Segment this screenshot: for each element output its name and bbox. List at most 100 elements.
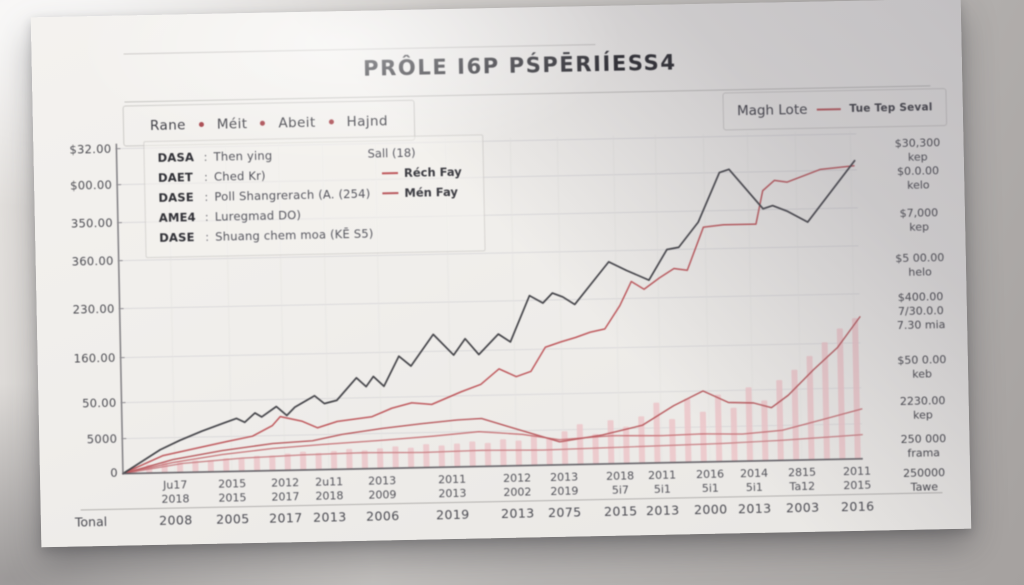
x-axis-label-line: 2017: [271, 490, 300, 504]
x-axis-label-line: 2013: [368, 474, 397, 488]
bar: [484, 442, 492, 467]
x-axis-year: 2075: [547, 504, 582, 521]
page-title: PRÔLE I6P PŚPĒRIÍESS4: [362, 50, 677, 81]
inner-legend-value: Ched Kr): [213, 168, 266, 184]
x-axis-label-group: 2012 2017: [271, 476, 300, 505]
bar: [761, 400, 769, 461]
right-axis-line: helo: [908, 265, 932, 279]
x-axis-label-line: 2018: [161, 492, 190, 507]
x-axis-label-line: 2016: [695, 467, 725, 482]
bar: [423, 444, 430, 468]
bar: [821, 342, 830, 460]
inner-legend-key: DASA: [157, 150, 195, 165]
inner-legend-box: DASA: Then ying Sall (18) DAET: Ched Kr) Réch…: [143, 134, 486, 259]
x-axis-label-line: 5i1: [653, 482, 672, 497]
series-mark-line-icon: [381, 172, 398, 175]
right-axis-group: $50 0.00 keb: [874, 353, 971, 383]
x-axis-year: 2005: [216, 511, 250, 527]
inner-legend-colon: :: [203, 149, 208, 164]
legend-item: Hajnd: [346, 112, 389, 130]
bar: [714, 394, 723, 462]
x-axis-year: 2013: [645, 502, 680, 519]
inner-legend-colon: :: [205, 229, 210, 244]
series-mark-label: Réch Fay: [403, 164, 462, 180]
x-axis-year: 2019: [435, 506, 470, 523]
bar: [377, 448, 384, 469]
x-axis-label-group: 2u11 2018: [315, 475, 344, 504]
right-axis-group: 250 000 frama: [875, 432, 972, 462]
legend-item: Rane: [149, 116, 186, 134]
inner-legend-key: AME4: [158, 210, 196, 225]
bar: [515, 440, 522, 466]
x-axis-label-line: 2012: [271, 476, 300, 490]
x-axis-label-line: 2u11: [315, 475, 344, 489]
h-gridline: [119, 293, 860, 310]
y-axis-label: 360.00: [71, 253, 114, 269]
x-axis-label-group: 2015 2015: [218, 477, 247, 506]
bar: [346, 448, 353, 470]
y-axis-label: 350.00: [70, 215, 114, 231]
legend-dot-icon: [260, 120, 266, 126]
x-axis-label-line: Ju17: [162, 478, 188, 492]
right-axis-group: $0.0.00 kelo: [870, 164, 967, 194]
x-axis-year: 2013: [313, 509, 347, 525]
y-axis-right: $30,300 kep $0.0.00 kelo $7,000 kep $5 00.00 he…: [867, 0, 974, 531]
bar: [407, 447, 415, 468]
inner-legend-value: Luregmad DO): [214, 208, 302, 224]
x-axis-year: 2008: [159, 512, 193, 528]
bar: [836, 328, 846, 460]
right-axis-group: $7,000 kep: [871, 206, 968, 236]
x-axis-label-group: 2018 5i7: [606, 469, 635, 498]
right-axis-group: $30,300 kep: [869, 136, 966, 166]
x-axis-label-line: 2015: [218, 491, 247, 506]
x-axis-label-line: 5i1: [745, 481, 764, 495]
paper-content: PRÔLE I6P PŚPĒRIÍESS4 Rane Méit Abeit Hajnd…: [31, 0, 971, 547]
bar: [653, 402, 661, 463]
bar: [669, 418, 676, 463]
bar: [500, 439, 507, 467]
inner-legend-key: DASE: [159, 230, 195, 245]
right-axis-group: 2230.00 kep: [875, 394, 972, 424]
total-row-label: Tonal: [74, 513, 108, 530]
series-mark-label: Mén Fay: [404, 184, 459, 200]
inner-legend-key: DASE: [158, 190, 194, 205]
x-axis-label-line: 5i7: [611, 483, 630, 498]
x-axis-year: 2016: [840, 498, 875, 515]
x-axis-year: 2003: [785, 499, 820, 516]
right-axis-line: 7.30 mia: [896, 318, 946, 333]
right-legend-label: Magh Lote: [736, 101, 808, 120]
bar: [453, 443, 461, 467]
h-gridline: [120, 342, 861, 359]
y-axis-label: $32.00: [69, 141, 112, 157]
bar: [238, 457, 245, 472]
bar: [806, 355, 815, 460]
bar: [576, 424, 584, 465]
series-mark: Mén Fay: [382, 185, 458, 201]
x-axis-year: 2017: [269, 510, 303, 526]
bar: [392, 446, 399, 469]
x-axis-label-group: 2011 5i1: [648, 469, 677, 498]
series-mark: Réch Fay: [381, 164, 462, 181]
legend-dot-icon: [198, 121, 204, 128]
x-axis-label-line: 2018: [605, 469, 635, 483]
x-axis-label-group: 2013 2009: [368, 474, 397, 503]
x-axis-label-group: 2014 5i1: [740, 467, 769, 496]
x-axis-label-line: 5i1: [701, 481, 720, 496]
x-axis-label-line: 2018: [315, 489, 344, 504]
inner-legend-colon: :: [203, 169, 209, 184]
x-axis-year: 2013: [500, 505, 535, 522]
y-axis-label: 0: [110, 465, 119, 480]
x-axis-label-group: 2012 2002: [503, 471, 532, 500]
right-axis-line: frama: [907, 446, 941, 460]
x-axis-label-line: 2013: [438, 487, 467, 501]
x-axis-year: 2013: [737, 500, 772, 517]
x-axis-label-line: 2012: [502, 471, 532, 485]
y-axis-label: 5000: [86, 431, 118, 447]
bar: [546, 438, 553, 466]
x-axis-label-line: 2015: [218, 477, 247, 491]
inner-legend-colon: :: [204, 209, 209, 224]
paper-sheet: PRÔLE I6P PŚPĒRIÍESS4 Rane Méit Abeit Hajnd…: [30, 0, 972, 548]
x-axis-year: 2000: [693, 501, 728, 518]
right-axis-line: kelo: [906, 178, 930, 192]
